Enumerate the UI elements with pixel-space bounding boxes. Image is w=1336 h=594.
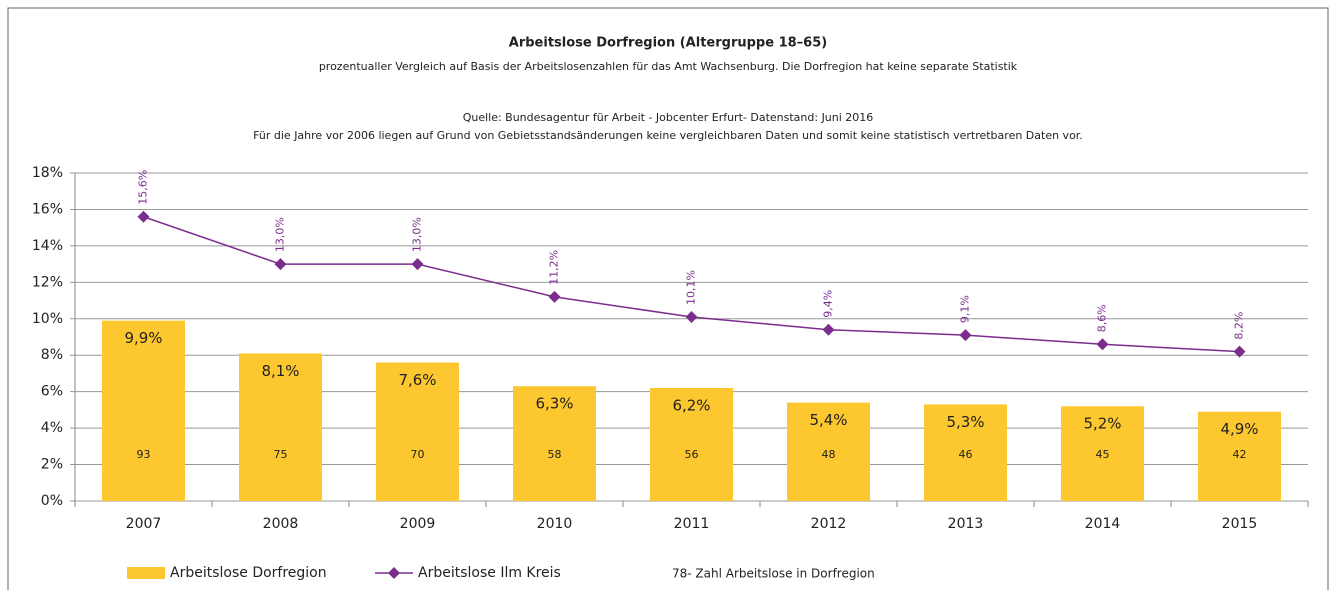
bar (376, 362, 459, 501)
data-label: 7,6% (398, 371, 436, 389)
marker (822, 323, 835, 336)
y-tick-label: 10% (32, 311, 63, 327)
bar (787, 402, 870, 501)
count-label: 56 (685, 448, 699, 461)
bar (1061, 406, 1144, 501)
bar (239, 353, 322, 501)
count-label: 48 (822, 448, 836, 461)
data-label: 13,0% (411, 217, 424, 252)
data-label: 6,3% (535, 395, 573, 413)
legend-label: Arbeitslose Ilm Kreis (418, 565, 561, 581)
y-tick-label: 6% (41, 384, 63, 400)
x-tick-label: 2013 (948, 516, 984, 532)
bar (924, 404, 1007, 501)
marker (137, 210, 150, 223)
data-label: 6,2% (672, 397, 710, 415)
data-label: 11,2% (548, 250, 561, 285)
marker (959, 329, 972, 342)
data-label: 8,6% (1096, 304, 1109, 332)
bar (1198, 411, 1281, 501)
x-tick-label: 2010 (537, 516, 573, 532)
count-label: 46 (959, 448, 973, 461)
annotation: Für die Jahre vor 2006 liegen auf Grund … (253, 129, 1083, 142)
count-label: 75 (274, 448, 288, 461)
count-label: 93 (137, 448, 151, 461)
x-tick-label: 2014 (1085, 516, 1121, 532)
legend-note: 78- Zahl Arbeitslose in Dorfregion (672, 567, 875, 581)
data-label: 15,6% (137, 170, 150, 205)
x-tick-label: 2011 (674, 516, 710, 532)
legend-label: Arbeitslose Dorfregion (170, 565, 327, 581)
marker (1233, 345, 1246, 358)
count-label: 42 (1233, 448, 1247, 461)
x-tick-label: 2012 (811, 516, 847, 532)
y-tick-label: 18% (32, 165, 63, 181)
marker (274, 258, 287, 271)
count-label: 70 (411, 448, 425, 461)
subtitle: prozentualler Vergleich auf Basis der Ar… (319, 60, 1018, 73)
y-tick-label: 16% (32, 201, 63, 217)
y-tick-label: 2% (41, 457, 63, 473)
count-label: 45 (1096, 448, 1110, 461)
data-label: 8,2% (1233, 312, 1246, 340)
data-label: 13,0% (274, 217, 287, 252)
marker (1096, 338, 1109, 351)
data-label: 9,1% (959, 295, 972, 323)
marker (685, 310, 698, 323)
bar (650, 388, 733, 501)
data-label: 9,9% (124, 329, 162, 347)
bar (102, 320, 185, 501)
chart-title: Arbeitslose Dorfregion (Altergruppe 18–6… (509, 36, 827, 51)
x-tick-label: 2007 (126, 516, 162, 532)
x-tick-label: 2015 (1222, 516, 1258, 532)
count-label: 58 (548, 448, 562, 461)
x-tick-label: 2009 (400, 516, 436, 532)
y-tick-label: 8% (41, 347, 63, 363)
data-label: 4,9% (1220, 420, 1258, 438)
data-label: 5,3% (946, 413, 984, 431)
marker (411, 258, 424, 271)
data-label: 9,4% (822, 290, 835, 318)
y-tick-label: 14% (32, 238, 63, 254)
legend-swatch (127, 567, 165, 579)
x-tick-label: 2008 (263, 516, 299, 532)
legend-marker (388, 567, 400, 579)
y-tick-label: 4% (41, 420, 63, 436)
annotation: Quelle: Bundesagentur für Arbeit - Jobce… (463, 111, 874, 124)
data-label: 10,1% (685, 270, 698, 305)
data-label: 5,4% (809, 411, 847, 429)
y-tick-label: 0% (41, 493, 63, 509)
bar (513, 386, 596, 501)
marker (548, 290, 561, 303)
data-label: 5,2% (1083, 415, 1121, 433)
y-tick-label: 12% (32, 274, 63, 290)
data-label: 8,1% (261, 362, 299, 380)
frame (7, 7, 1329, 594)
